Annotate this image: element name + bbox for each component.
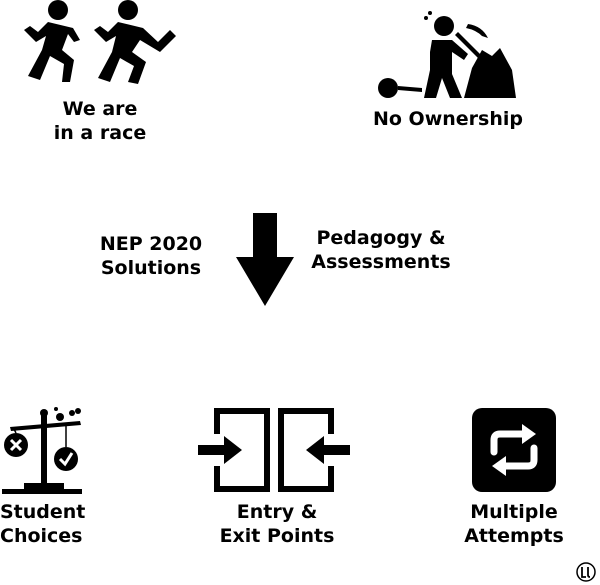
corner-logo-icon xyxy=(576,562,596,582)
miner-with-ball-and-chain-icon xyxy=(376,10,516,100)
pedagogy-assessments-label: Pedagogy & Assessments xyxy=(311,227,451,273)
down-arrow-icon xyxy=(236,213,294,307)
balance-scale-icon xyxy=(0,405,86,495)
entry-exit-label: Entry & Exit Points xyxy=(219,501,335,547)
nep-solutions-label: NEP 2020 Solutions xyxy=(99,233,203,279)
multiple-attempts-label: Multiple Attempts xyxy=(464,501,564,547)
ownership-label: No Ownership xyxy=(372,108,523,130)
running-people-icon xyxy=(18,0,188,88)
race-label: We are in a race xyxy=(53,98,147,144)
student-choices-label: Student Choices xyxy=(0,501,86,547)
entry-exit-doors-icon xyxy=(198,408,350,494)
repeat-icon xyxy=(472,408,556,492)
